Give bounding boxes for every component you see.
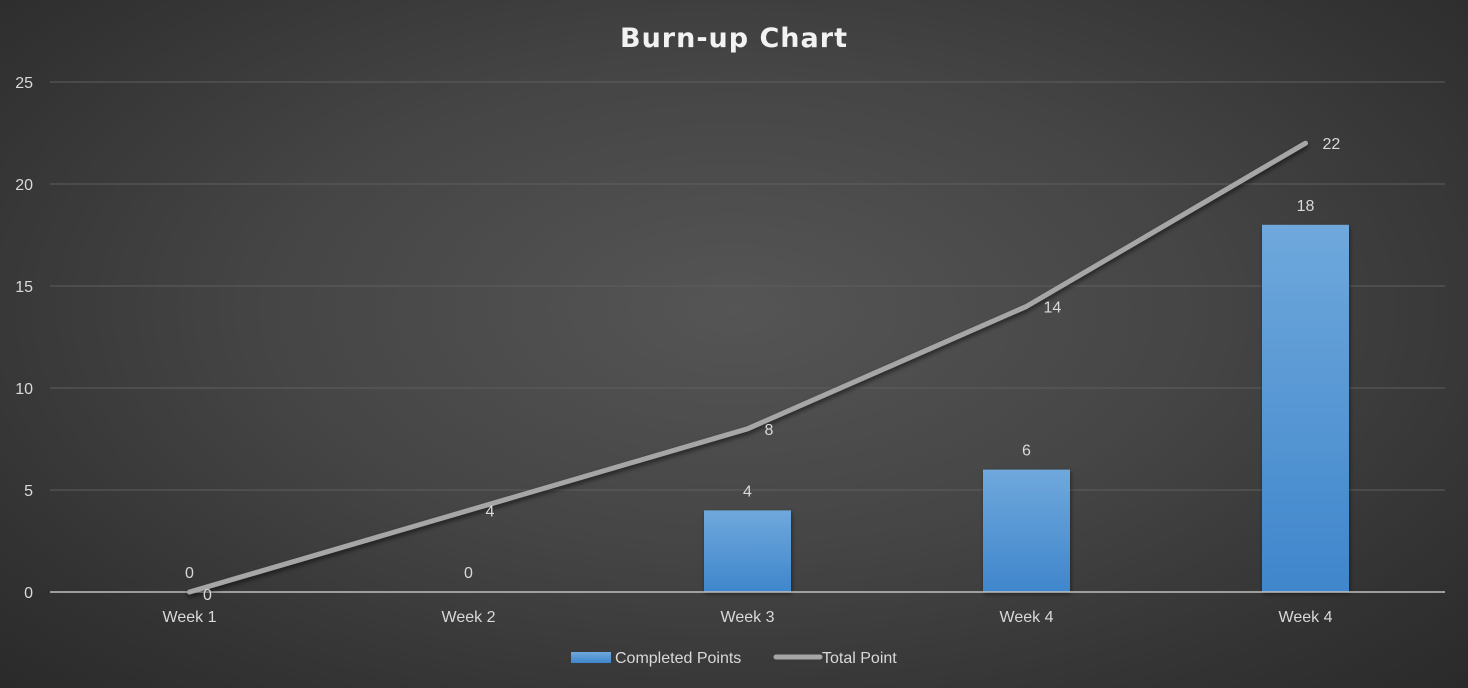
y-tick-label: 20 — [15, 177, 33, 194]
total-point-line — [187, 140, 1308, 595]
chart-title: Burn-up Chart — [620, 23, 848, 54]
bar-data-label: 18 — [1297, 198, 1315, 215]
x-tick-label: Week 2 — [442, 609, 496, 626]
line-data-label: 8 — [765, 422, 774, 439]
x-tick-label: Week 3 — [721, 609, 775, 626]
bar-data-label: 6 — [1022, 443, 1031, 460]
y-tick-label: 5 — [24, 483, 33, 500]
x-tick-label: Week 4 — [1279, 609, 1333, 626]
bar-series — [704, 224, 1349, 593]
gridlines — [50, 81, 1445, 491]
legend-swatch-completed-points — [571, 652, 611, 663]
bar-data-label: 0 — [464, 565, 473, 582]
bar-data-label: 0 — [185, 565, 194, 582]
bar — [704, 510, 791, 592]
legend-label-total-point: Total Point — [822, 650, 897, 667]
line-data-label: 22 — [1323, 136, 1341, 153]
legend: Completed Points Total Point — [571, 650, 897, 667]
bar-data-label: 4 — [743, 483, 752, 500]
legend-label-completed-points: Completed Points — [615, 650, 741, 667]
bar — [1262, 224, 1349, 593]
x-tick-label: Week 4 — [1000, 609, 1054, 626]
y-tick-label: 25 — [15, 75, 33, 92]
line-series — [187, 140, 1308, 595]
x-tick-label: Week 1 — [163, 609, 217, 626]
line-data-label: 0 — [203, 587, 212, 604]
line-data-label: 4 — [486, 503, 495, 520]
y-tick-label: 10 — [15, 381, 33, 398]
y-axis-ticks: 0 5 10 15 20 25 — [15, 75, 33, 602]
line-data-label: 14 — [1044, 299, 1062, 316]
y-tick-label: 15 — [15, 279, 33, 296]
y-tick-label: 0 — [24, 585, 33, 602]
x-axis-ticks: Week 1 Week 2 Week 3 Week 4 Week 4 — [163, 609, 1333, 626]
bar — [983, 469, 1070, 592]
